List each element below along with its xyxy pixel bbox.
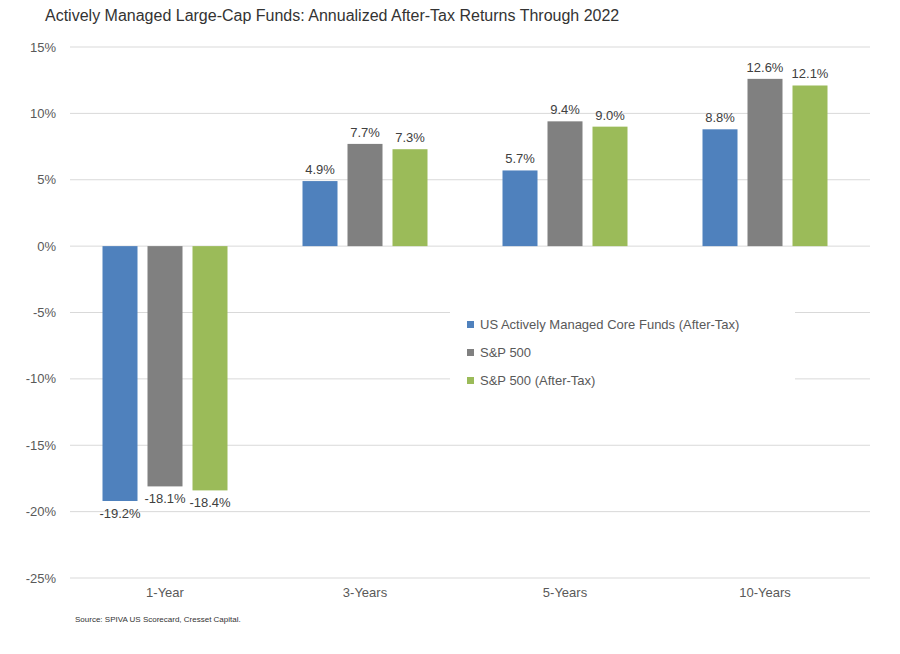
y-tick-label: -5% — [33, 305, 57, 320]
y-tick-label: -20% — [26, 504, 57, 519]
grid-line — [70, 47, 870, 48]
bar — [793, 85, 828, 246]
data-label: 7.7% — [350, 125, 380, 140]
bars — [103, 79, 828, 501]
data-label: 12.6% — [747, 60, 784, 75]
x-tick-label: 5-Years — [543, 585, 588, 600]
bar — [393, 149, 428, 246]
bar — [348, 144, 383, 246]
bar — [103, 246, 138, 501]
grid-line — [70, 511, 870, 512]
x-axis: 1-Year 3-Years 5-Years 10-Years — [146, 585, 791, 600]
data-label: 12.1% — [792, 66, 829, 81]
chart: Actively Managed Large-Cap Funds: Annual… — [0, 0, 900, 654]
legend-swatch — [467, 377, 474, 384]
data-label: 9.0% — [595, 108, 625, 123]
data-label: 7.3% — [395, 130, 425, 145]
grid-line — [70, 445, 870, 446]
bar — [703, 129, 738, 246]
legend-label: S&P 500 (After-Tax) — [480, 373, 595, 388]
data-label: 9.4% — [550, 102, 580, 117]
bar — [303, 181, 338, 246]
legend-label: US Actively Managed Core Funds (After-Ta… — [480, 317, 739, 332]
x-tick-label: 1-Year — [146, 585, 184, 600]
x-tick-label: 3-Years — [343, 585, 388, 600]
data-label: 5.7% — [505, 151, 535, 166]
data-label: -18.1% — [144, 491, 186, 506]
x-tick-label: 10-Years — [739, 585, 791, 600]
grid-line — [70, 578, 870, 579]
y-tick-label: 5% — [37, 172, 56, 187]
y-tick-label: 10% — [30, 106, 56, 121]
source: Source: SPIVA US Scorecard, Cresset Capi… — [75, 615, 241, 624]
y-tick-label: -10% — [26, 371, 57, 386]
data-label: 8.8% — [705, 110, 735, 125]
y-tick-label: -25% — [26, 571, 57, 586]
data-labels: -19.2% 4.9% 5.7% 8.8% -18.1% 7.7% 9.4% 12.6% -18… — [99, 60, 828, 521]
bar — [548, 121, 583, 246]
y-axis: -25% -20% -15% -10% -5% 0% 5% 10% 15% — [26, 40, 870, 586]
bar — [193, 246, 228, 490]
data-label: -19.2% — [99, 506, 141, 521]
legend-swatch — [467, 321, 474, 328]
data-label: 4.9% — [305, 162, 335, 177]
bar — [593, 127, 628, 246]
data-label: -18.4% — [189, 495, 231, 510]
y-tick-label: 0% — [37, 239, 56, 254]
y-tick-label: 15% — [30, 40, 56, 55]
legend: US Actively Managed Core Funds (After-Ta… — [450, 305, 795, 395]
legend-swatch — [467, 349, 474, 356]
bar — [148, 246, 183, 486]
legend-label: S&P 500 — [480, 345, 531, 360]
title: Actively Managed Large-Cap Funds: Annual… — [45, 7, 619, 24]
bar — [748, 79, 783, 246]
y-tick-label: -15% — [26, 438, 57, 453]
legend-box — [450, 305, 795, 395]
bar — [503, 170, 538, 246]
